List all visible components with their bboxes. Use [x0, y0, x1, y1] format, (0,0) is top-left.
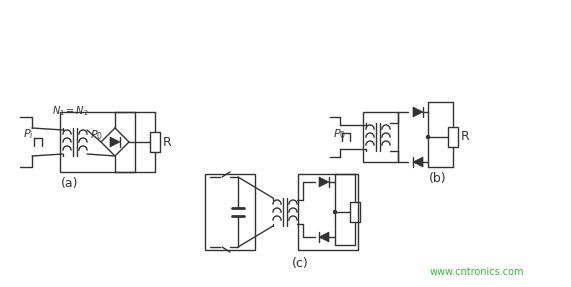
- Text: $P_i$: $P_i$: [23, 127, 34, 141]
- Text: $P_0$: $P_0$: [333, 127, 346, 141]
- Circle shape: [333, 210, 336, 214]
- Polygon shape: [319, 232, 329, 242]
- Bar: [60, 112, 135, 172]
- Polygon shape: [413, 157, 423, 167]
- Text: (b): (b): [429, 172, 447, 185]
- Bar: [150, 132, 160, 152]
- Bar: [205, 174, 255, 250]
- Bar: [448, 127, 458, 147]
- Circle shape: [427, 135, 429, 139]
- Polygon shape: [413, 107, 423, 117]
- Bar: [298, 174, 358, 250]
- Text: R: R: [461, 131, 470, 144]
- Bar: [363, 112, 398, 162]
- Text: (a): (a): [61, 177, 79, 190]
- Bar: [350, 202, 360, 222]
- Polygon shape: [319, 177, 329, 187]
- Text: $P_0$: $P_0$: [90, 128, 103, 142]
- Text: (c): (c): [292, 257, 308, 270]
- Polygon shape: [110, 137, 120, 147]
- Text: R: R: [163, 135, 172, 148]
- Text: $N_1 = N_2$: $N_1 = N_2$: [51, 104, 89, 118]
- Text: www.cntronics.com: www.cntronics.com: [430, 267, 525, 277]
